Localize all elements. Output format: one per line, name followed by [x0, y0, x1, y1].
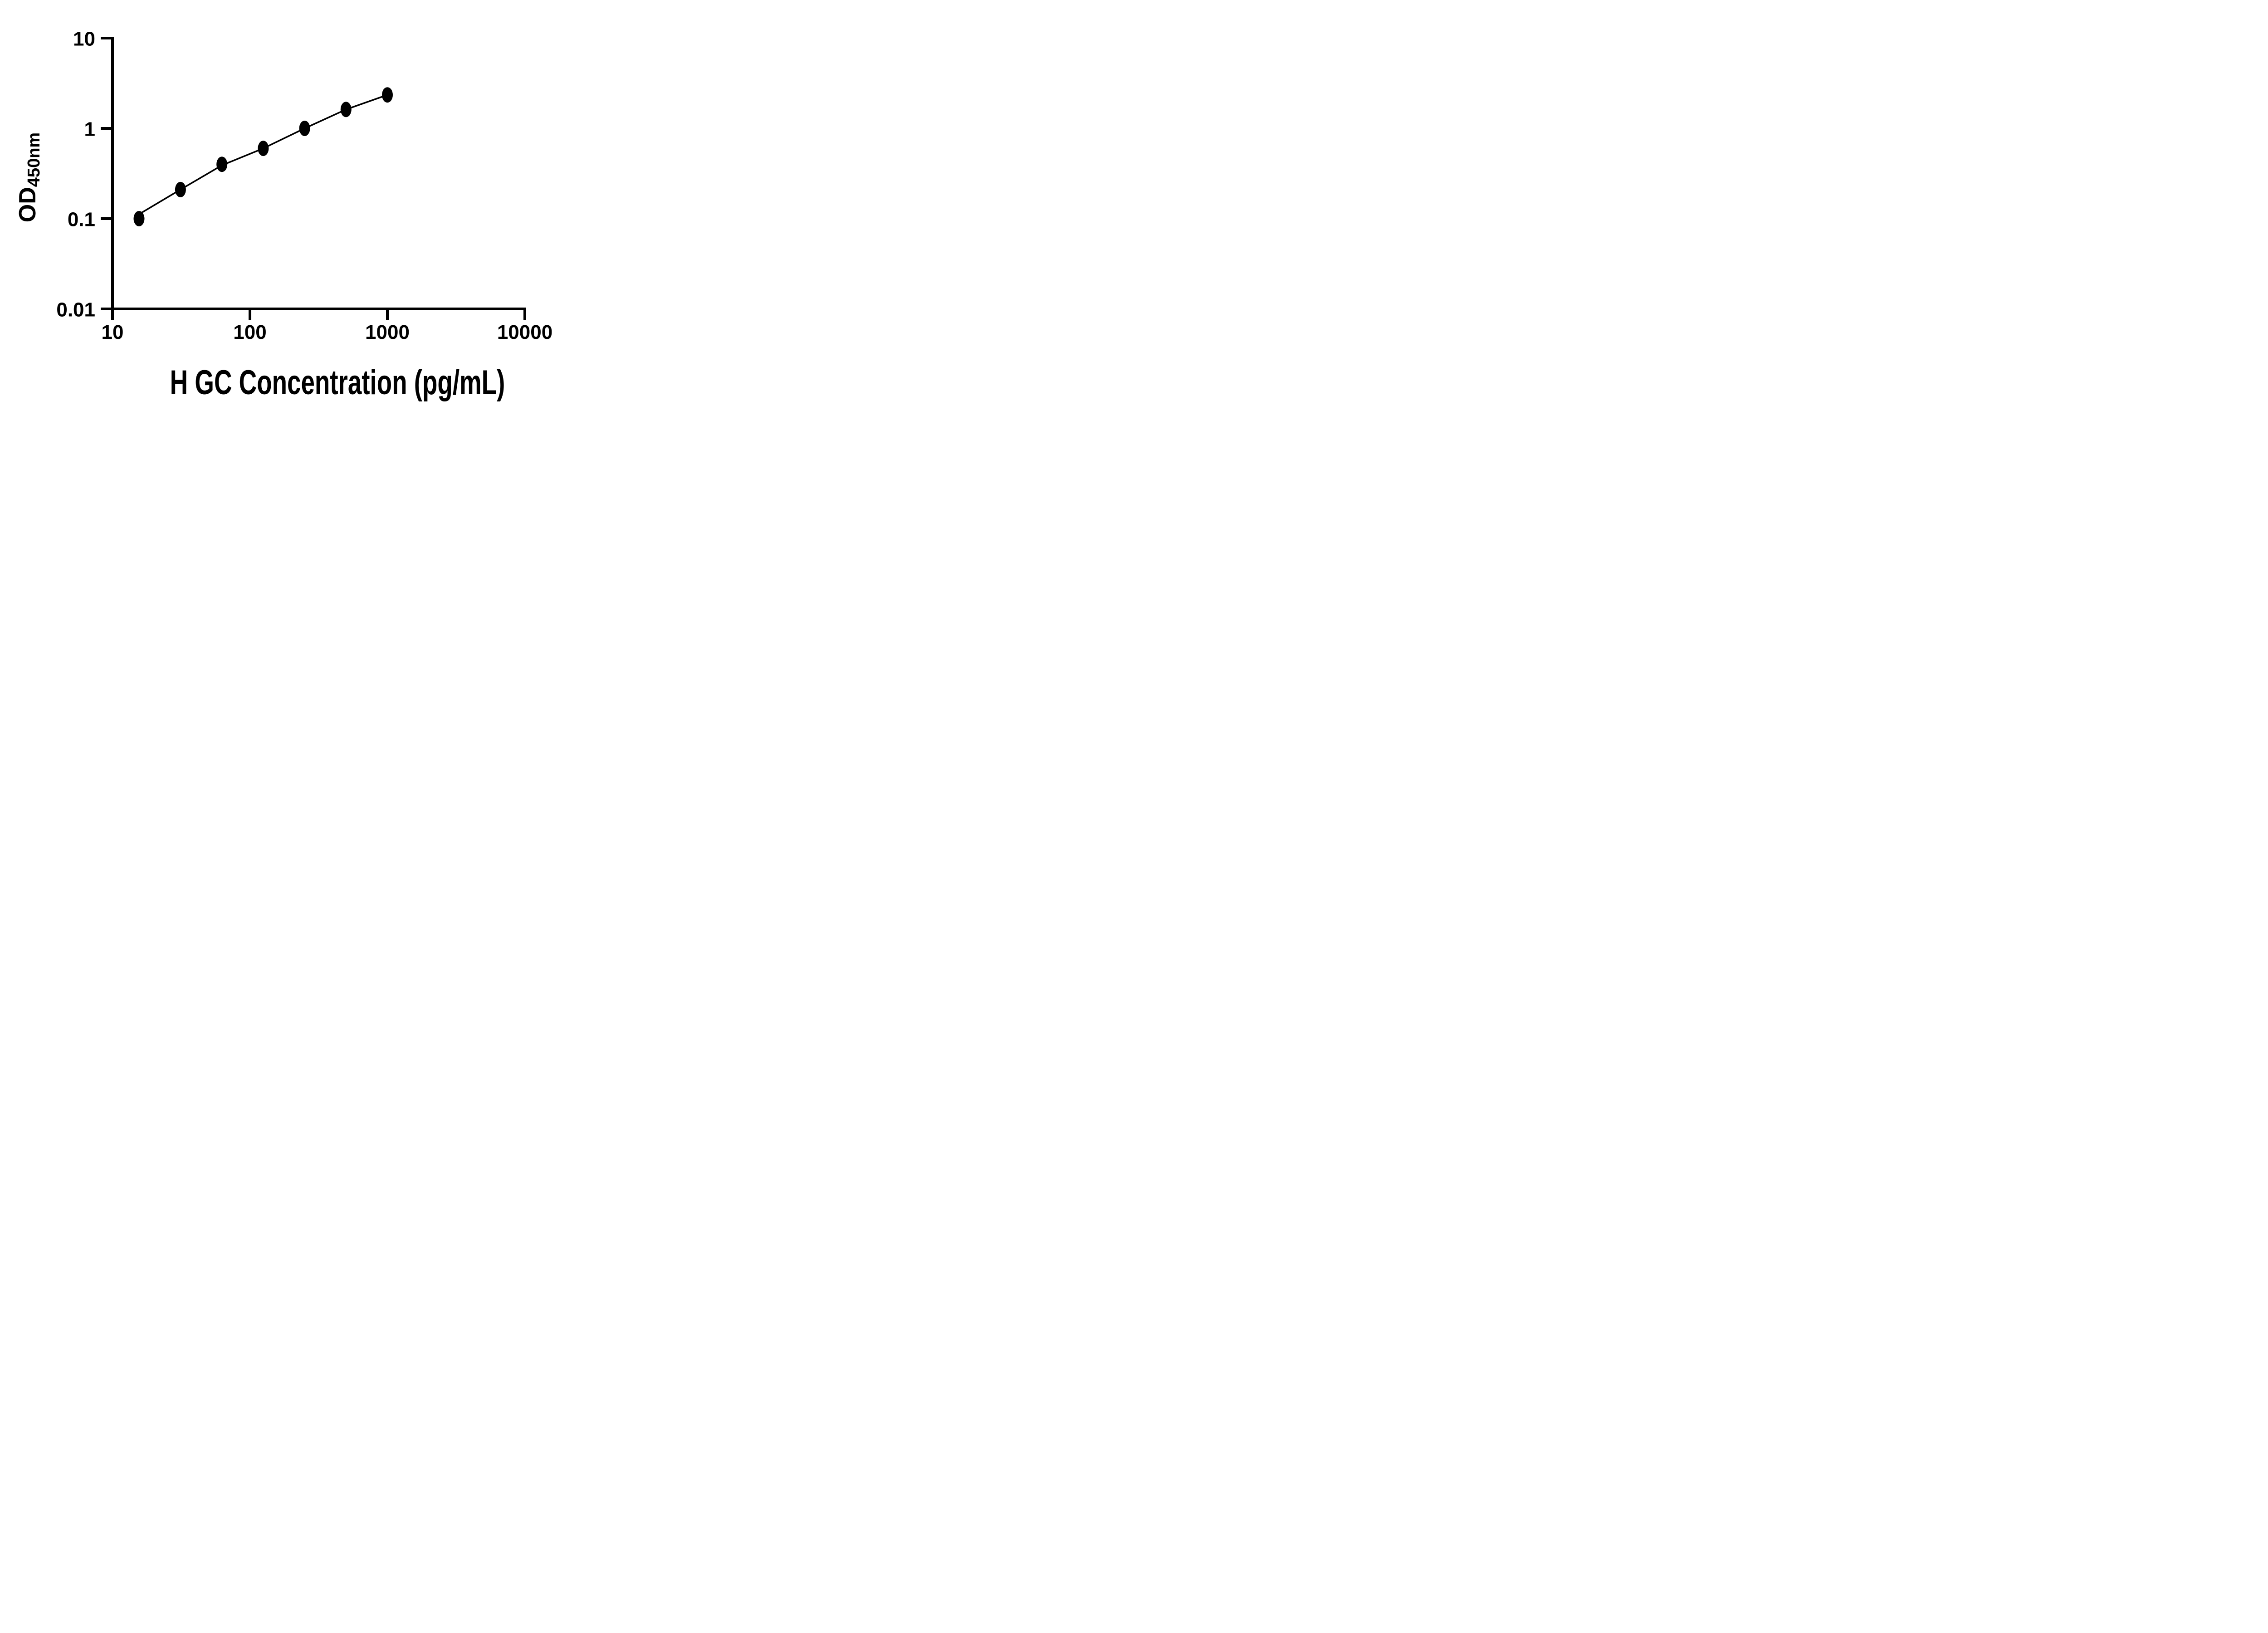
y-axis-title: OD450nm — [15, 132, 44, 222]
data-point — [133, 211, 145, 226]
data-point — [340, 102, 352, 117]
y-tick-label: 10 — [73, 28, 95, 50]
data-point — [258, 141, 269, 156]
y-tick-label: 0.1 — [68, 209, 95, 231]
data-point — [175, 181, 186, 197]
y-axis-title-subscript: 450nm — [24, 132, 44, 187]
elisa-standard-curve-figure: 10 1 0.1 0.01 10 100 1000 10000 H GC Concentrati… — [0, 0, 583, 408]
y-tick-label: 1 — [84, 118, 95, 141]
x-tick-label: 10000 — [497, 321, 552, 343]
x-tick-label: 1000 — [365, 321, 410, 343]
y-axis-title-main: OD — [15, 187, 41, 222]
y-tick-label: 0.01 — [56, 299, 95, 321]
x-tick-label: 10 — [102, 321, 124, 343]
data-point — [216, 156, 228, 172]
standard-curve-plot: 10 1 0.1 0.01 10 100 1000 10000 H GC Concentrati… — [15, 28, 552, 402]
x-axis-title: H GC Concentration (pg/mL) — [170, 363, 505, 402]
data-point — [299, 121, 310, 136]
data-point — [382, 87, 393, 103]
x-tick-label: 100 — [233, 321, 266, 343]
